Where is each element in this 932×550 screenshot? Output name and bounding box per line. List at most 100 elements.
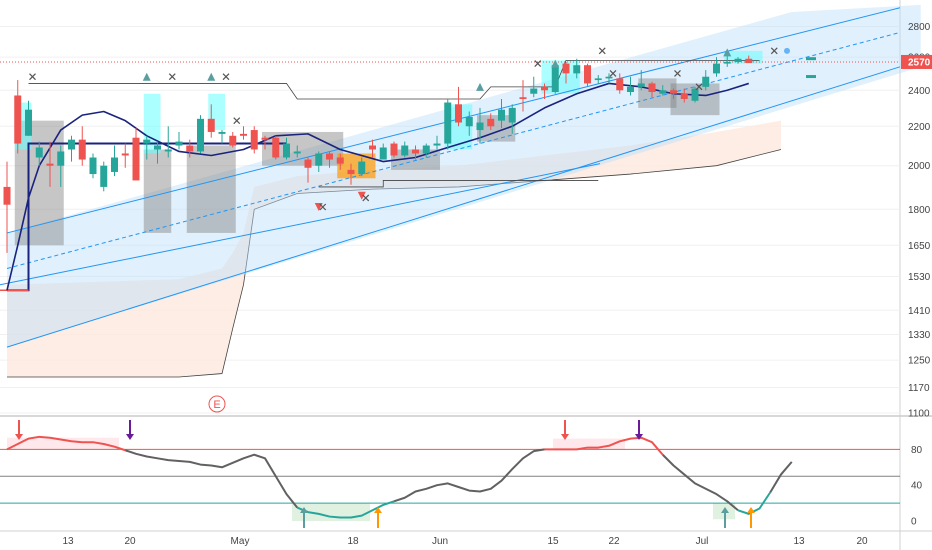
candle-body — [541, 86, 548, 91]
signal-arrow-up — [374, 507, 382, 513]
candle-body — [594, 78, 602, 81]
cross-marker — [609, 69, 617, 77]
last-price-tag-label: 2570 — [908, 57, 931, 68]
price-tick-label: 2000 — [908, 161, 931, 172]
candle-body — [713, 63, 720, 74]
candle-body — [498, 109, 505, 121]
candle-body — [35, 147, 43, 158]
candle-body — [250, 130, 258, 150]
candles-layer[interactable] — [3, 54, 753, 253]
time-tick-label: 13 — [62, 536, 74, 547]
candle-body — [347, 169, 355, 175]
sell-signal-triangle — [357, 191, 366, 200]
candle-body — [680, 93, 688, 99]
overbought-zone — [553, 438, 625, 450]
forecast-dot — [784, 47, 790, 54]
candle-body — [78, 139, 86, 160]
gray-box — [186, 145, 236, 233]
buy-signal-triangle — [551, 59, 560, 68]
candle-body — [530, 88, 538, 94]
forecast-lower-mark — [806, 75, 816, 79]
time-tick-label: Jul — [696, 536, 709, 547]
buy-signal-triangle — [476, 82, 484, 91]
oscillator-line — [662, 454, 739, 512]
oscillator-line — [769, 461, 793, 493]
price-tick-label: 2400 — [908, 86, 931, 97]
signal-arrow-down — [126, 434, 134, 440]
candle-body — [487, 118, 495, 127]
candle-body — [336, 157, 344, 164]
channel-lower-line — [6, 66, 901, 348]
time-tick-label: 15 — [547, 536, 559, 547]
lower-band-area — [7, 120, 781, 378]
candle-body — [132, 137, 140, 181]
candle-body — [637, 83, 645, 87]
time-tick-label: 13 — [793, 536, 805, 547]
candle-body — [648, 83, 656, 93]
support-step-line — [318, 180, 599, 188]
event-marker-circle — [208, 395, 226, 413]
candle-body — [465, 116, 473, 127]
cross-marker — [29, 73, 36, 81]
candle-body — [25, 109, 32, 136]
candle-body — [154, 145, 161, 150]
event-marker-label: E — [213, 399, 220, 411]
candle-body — [229, 135, 237, 146]
candle-body — [218, 131, 226, 134]
time-tick-label: May — [231, 536, 250, 547]
candle-body — [702, 76, 710, 87]
candle-body — [412, 149, 419, 154]
candle-body — [164, 149, 172, 152]
oscillator-tick-label: 80 — [911, 445, 923, 456]
candle-body — [691, 88, 699, 101]
price-tick-label: 2800 — [908, 22, 931, 33]
last-price-tag — [901, 54, 932, 69]
time-tick-label: 20 — [124, 536, 136, 547]
candle-body — [315, 153, 323, 166]
candle-body — [57, 151, 65, 166]
channel-upper-line — [6, 7, 901, 234]
oscillator-line — [737, 491, 772, 515]
candle-body — [240, 133, 247, 136]
trend-line — [0, 163, 601, 286]
overbought-zone — [7, 437, 119, 450]
price-tick-label: 1100 — [908, 409, 930, 420]
candle-body — [3, 186, 11, 205]
candle-body — [433, 143, 441, 146]
time-tick-label: 18 — [347, 536, 359, 547]
forecast-upper-mark — [806, 57, 816, 61]
candle-body — [723, 61, 731, 64]
price-tick-label: 1650 — [908, 241, 931, 252]
candle-body — [422, 145, 430, 154]
candle-body — [326, 153, 333, 160]
candle-body — [89, 157, 97, 175]
candle-body — [659, 90, 667, 94]
oscillator-tick-label: 0 — [911, 517, 917, 528]
candle-body — [519, 97, 527, 99]
candle-body — [390, 143, 398, 156]
cross-marker — [695, 83, 703, 91]
candle-body — [379, 147, 387, 160]
oscillator-line — [544, 436, 664, 456]
candle-body — [627, 86, 634, 93]
candle-body — [14, 95, 22, 144]
price-tick-label: 1800 — [908, 205, 931, 216]
cross-marker — [233, 117, 241, 125]
signal-arrow-down — [635, 434, 643, 440]
time-tick-label: 20 — [856, 536, 868, 547]
price-tags: 2570 — [901, 54, 932, 69]
moving-average-line — [6, 82, 749, 291]
cross-marker — [770, 47, 778, 55]
candle-body — [304, 159, 312, 168]
candle-body — [186, 145, 194, 152]
candle-body — [358, 161, 366, 175]
buy-signal-triangle — [723, 48, 732, 57]
oscillator-tick-label: 40 — [911, 481, 923, 492]
candle-body — [46, 163, 54, 166]
candle-body — [100, 165, 108, 187]
oscillator-line — [393, 448, 545, 503]
cyan-box — [143, 93, 161, 154]
